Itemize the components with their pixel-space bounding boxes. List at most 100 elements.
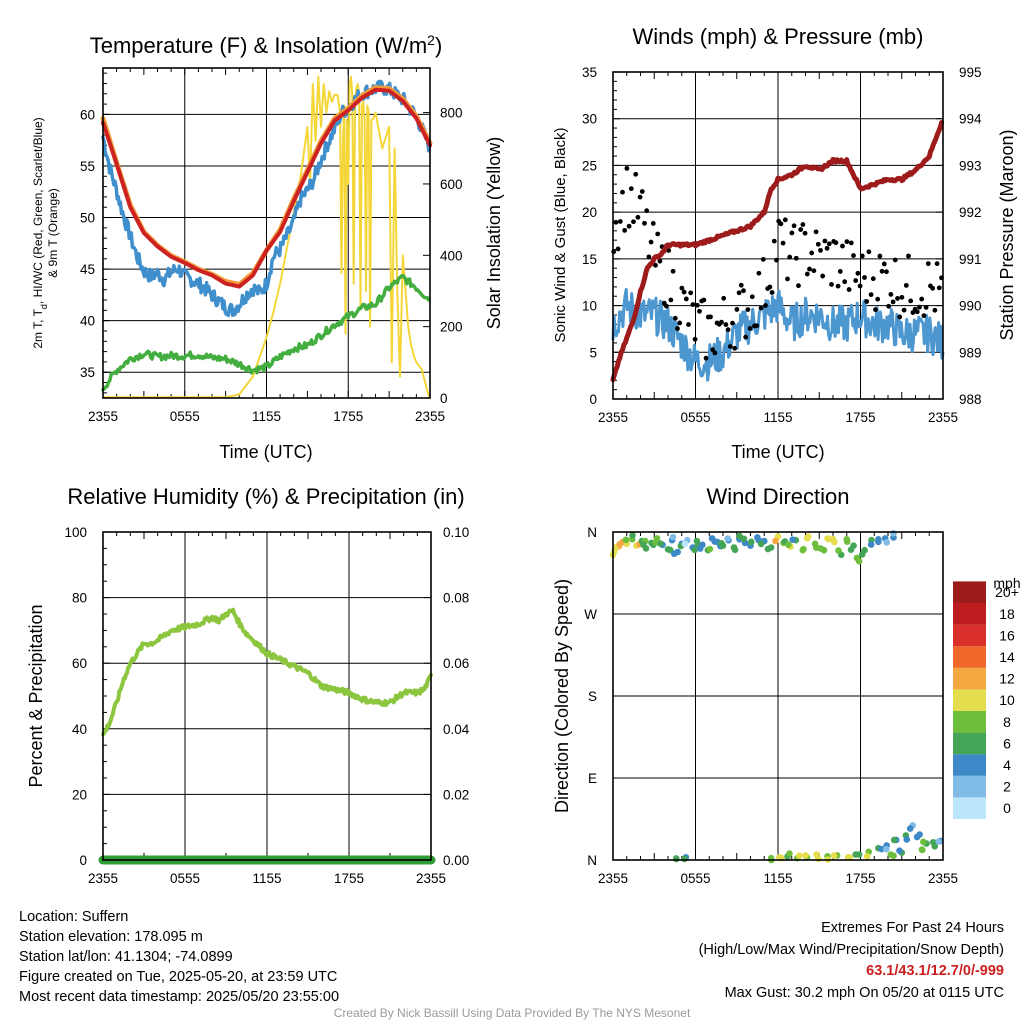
gust-point	[771, 238, 777, 244]
gust-point	[837, 269, 843, 274]
gust-point	[785, 276, 790, 282]
gust-point	[763, 303, 768, 308]
gust-point	[615, 246, 621, 252]
legend-label: 18	[999, 606, 1015, 622]
direction-point	[935, 838, 943, 845]
gust-point	[919, 296, 925, 302]
gust-point	[692, 336, 698, 342]
direction-point	[830, 852, 838, 859]
humidity-title: Relative Humidity (%) & Precipitation (i…	[67, 484, 464, 509]
legend-swatch	[953, 667, 986, 690]
direction-ylabel: Direction (Colored By Speed)	[552, 579, 572, 813]
direction-point	[846, 854, 854, 861]
y-tick-label: 10	[582, 299, 597, 314]
gust-point	[930, 285, 936, 291]
legend-swatch	[953, 581, 986, 603]
gust-point	[697, 308, 702, 314]
gust-point	[815, 241, 821, 247]
gust-point	[683, 296, 689, 302]
gust-point	[754, 323, 760, 329]
gust-point	[807, 266, 812, 272]
gust-point	[923, 304, 929, 310]
gust-point	[840, 243, 845, 249]
direction-point	[740, 535, 748, 543]
direction-point	[622, 536, 630, 544]
direction-point	[802, 852, 809, 859]
gust-point	[617, 219, 623, 224]
x-tick-label: 0555	[170, 871, 200, 886]
insolation-ylabel: Solar Insolation (Yellow)	[484, 137, 504, 329]
pressure-line	[610, 120, 945, 383]
max-gust: Max Gust: 30.2 mph On 05/20 at 0115 UTC	[724, 984, 1004, 1001]
direction-point	[670, 550, 678, 558]
direction-point	[731, 546, 739, 554]
direction-point	[681, 855, 688, 863]
y-tick-label: 0	[589, 392, 597, 407]
y-tick-label: 35	[80, 365, 95, 380]
legend-label: 2	[1003, 779, 1011, 795]
gust-point	[908, 298, 914, 304]
y-right-tick-label: 994	[959, 112, 982, 127]
x-tick-label: 2355	[598, 871, 628, 886]
gust-point	[657, 258, 663, 264]
temperature-ylabel-2: & 9m T (Orange)	[46, 188, 60, 278]
windchill-line	[101, 79, 432, 318]
gust-point	[633, 171, 639, 177]
y-right-tick-label: 990	[959, 299, 982, 314]
winds-title: Winds (mph) & Pressure (mb)	[633, 24, 924, 49]
gust-point	[648, 239, 654, 245]
direction-point	[629, 532, 636, 539]
gust-point	[818, 247, 823, 253]
gust-point	[833, 240, 839, 246]
legend-swatch	[953, 797, 986, 819]
gust-point	[835, 283, 841, 289]
gust-point	[826, 241, 832, 247]
gust-point	[686, 322, 691, 327]
gust-point	[811, 268, 817, 274]
y-right-tick-label: 0.10	[443, 525, 469, 540]
gust-point	[857, 283, 863, 289]
x-tick-label: 1755	[333, 409, 363, 424]
gust-point	[620, 189, 625, 195]
y-tick-label: 20	[72, 787, 87, 802]
humidity-ylabel: Percent & Precipitation	[26, 604, 46, 787]
gust-point	[809, 250, 815, 256]
direction-point	[890, 836, 898, 844]
direction-point	[829, 535, 837, 543]
y-right-tick-label: 800	[440, 106, 463, 121]
winds-plot-frame	[612, 71, 944, 400]
y-right-tick-label: 0.02	[443, 787, 469, 802]
x-tick-label: 0555	[680, 871, 710, 886]
gust-point	[864, 299, 870, 304]
temperature-plot-frame	[102, 67, 431, 399]
y-tick-label: 45	[80, 262, 95, 277]
gust-point	[820, 273, 826, 279]
direction-point	[883, 845, 890, 853]
gust-point	[668, 297, 674, 303]
gust-point	[703, 355, 709, 361]
direction-point	[903, 836, 911, 843]
direction-point	[883, 539, 890, 546]
x-tick-label: 2355	[416, 871, 446, 886]
gust-point	[932, 307, 938, 313]
y-tick-label: 25	[582, 158, 597, 173]
y-right-tick-label: 992	[959, 205, 982, 220]
gust-point	[868, 292, 874, 298]
gust-point	[664, 303, 669, 309]
gust-point	[844, 239, 850, 245]
gust-point	[890, 299, 896, 305]
x-tick-label: 2355	[598, 410, 628, 425]
legend-label: 0	[1003, 800, 1011, 816]
temperature-xlabel: Time (UTC)	[219, 442, 312, 462]
direction-point	[795, 852, 803, 859]
gust-point	[886, 303, 892, 309]
direction-point	[764, 545, 772, 553]
x-tick-label: 1755	[334, 871, 364, 886]
direction-point	[878, 845, 885, 853]
y-right-tick-label: 0.06	[443, 656, 469, 671]
legend-label: 10	[999, 692, 1015, 708]
y-tick-label: 15	[582, 252, 597, 267]
x-tick-label: 1155	[763, 410, 792, 425]
x-tick-label: 2355	[415, 409, 445, 424]
gust-point	[936, 285, 942, 291]
